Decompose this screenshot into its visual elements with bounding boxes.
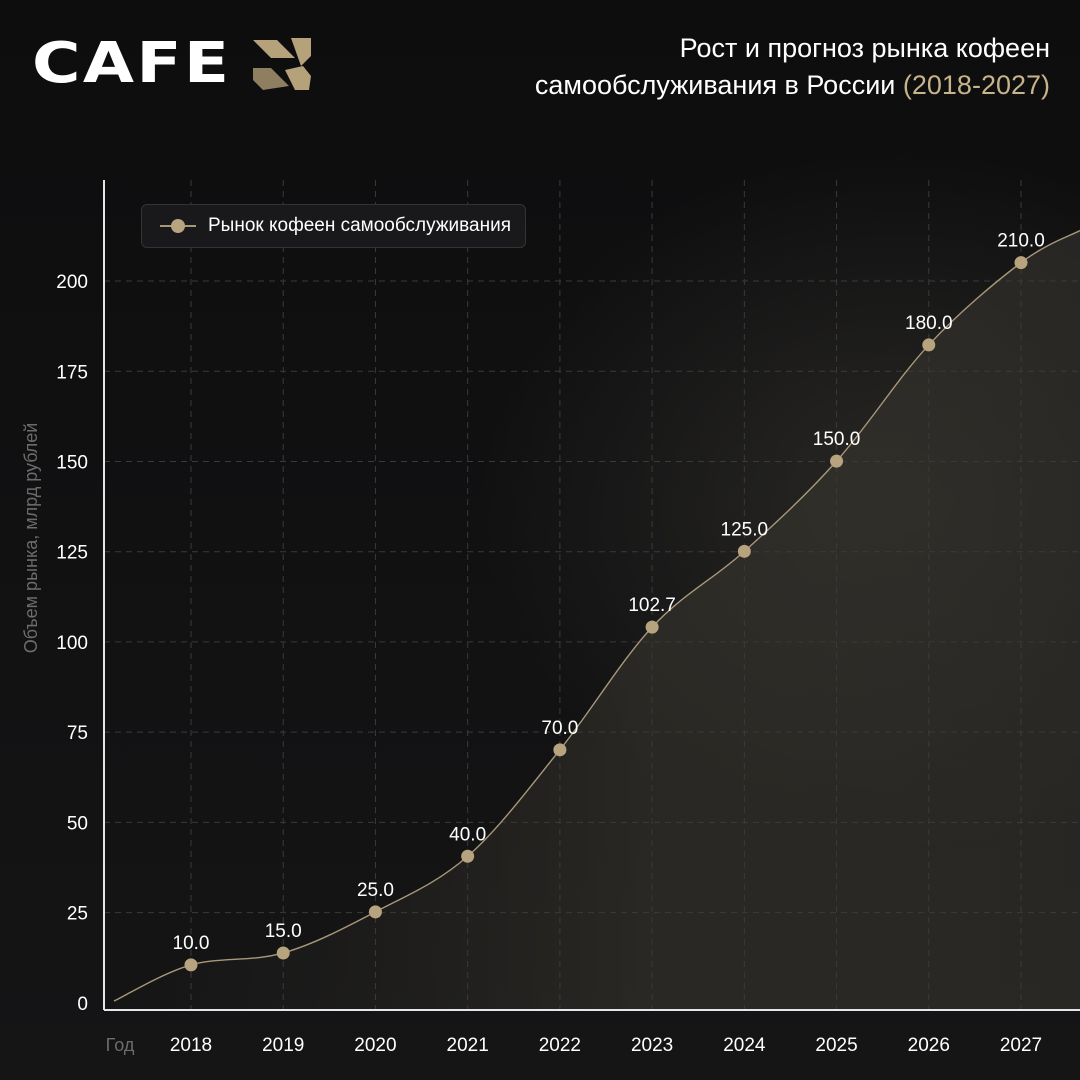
title-line-2: самообслуживания в России (2018-2027) xyxy=(535,67,1050,104)
x-tick-label: 2027 xyxy=(1000,1035,1042,1056)
data-point xyxy=(645,620,659,634)
data-label: 15.0 xyxy=(265,921,302,942)
data-label: 150.0 xyxy=(813,429,861,450)
data-label: 180.0 xyxy=(905,313,953,334)
data-labels: 10.0 15.0 25.0 40.0 70.0 102.7 125.0 150.0 180.0… xyxy=(173,231,1045,954)
y-axis-title: Объем рынка, млрд рублей xyxy=(21,423,41,654)
y-tick-label: 0 xyxy=(77,994,88,1015)
x-tick-label: 2023 xyxy=(631,1035,673,1056)
y-tick-label: 125 xyxy=(56,543,88,564)
data-label: 70.0 xyxy=(541,718,578,739)
title-line-2-text: самообслуживания в России xyxy=(534,70,896,100)
legend: Рынок кофеен самообслуживания xyxy=(141,204,527,248)
data-points xyxy=(184,256,1028,972)
logo-mark-icon xyxy=(252,38,311,90)
data-label: 102.7 xyxy=(628,595,676,616)
y-tick-label: 50 xyxy=(67,813,88,834)
data-point xyxy=(553,743,567,757)
data-label: 40.0 xyxy=(449,824,486,845)
x-tick-label: 2024 xyxy=(723,1035,766,1056)
grid xyxy=(104,180,1080,1010)
page-title: Рост и прогноз рынка кофеен самообслужив… xyxy=(535,30,1050,104)
title-years: (2018-2027) xyxy=(902,70,1050,100)
data-label: 125.0 xyxy=(721,519,769,540)
y-tick-label: 200 xyxy=(56,272,88,293)
data-point xyxy=(830,454,844,468)
data-point xyxy=(461,849,475,863)
x-tick-label: 2021 xyxy=(447,1035,489,1056)
data-label: 25.0 xyxy=(357,880,394,901)
x-tick-label: 2018 xyxy=(170,1035,212,1056)
data-point xyxy=(184,958,198,972)
y-tick-label: 100 xyxy=(56,633,88,654)
y-tick-label: 150 xyxy=(56,452,88,473)
logo-text: CAFE xyxy=(32,31,232,96)
y-tick-label: 75 xyxy=(67,723,88,744)
legend-label: Рынок кофеен самообслуживания xyxy=(208,215,512,236)
tick-labels: 0 25 50 75 100 125 150 175 200 2018 2019 2020 2021 20… xyxy=(56,272,1042,1056)
axes xyxy=(103,180,1080,1011)
legend-marker-icon xyxy=(160,219,196,233)
logo: CAFE xyxy=(32,36,313,92)
area-path xyxy=(114,230,1080,1011)
y-tick-label: 25 xyxy=(67,904,88,925)
title-line-1: Рост и прогноз рынка кофеен xyxy=(679,33,1050,63)
data-point xyxy=(1014,256,1028,270)
x-tick-label: 2025 xyxy=(815,1035,857,1056)
data-point xyxy=(276,946,290,960)
data-point xyxy=(368,905,382,919)
data-label: 210.0 xyxy=(997,231,1045,252)
data-point xyxy=(737,544,751,558)
x-tick-label: 2019 xyxy=(262,1035,304,1056)
x-tick-label: 2026 xyxy=(908,1035,950,1056)
x-tick-label: 2020 xyxy=(354,1035,396,1056)
area-fill xyxy=(114,230,1080,1011)
x-axis-title: Год xyxy=(106,1035,135,1055)
x-tick-label: 2022 xyxy=(539,1035,581,1056)
data-label: 10.0 xyxy=(173,933,210,954)
data-point xyxy=(922,338,936,352)
y-tick-label: 175 xyxy=(56,362,88,383)
